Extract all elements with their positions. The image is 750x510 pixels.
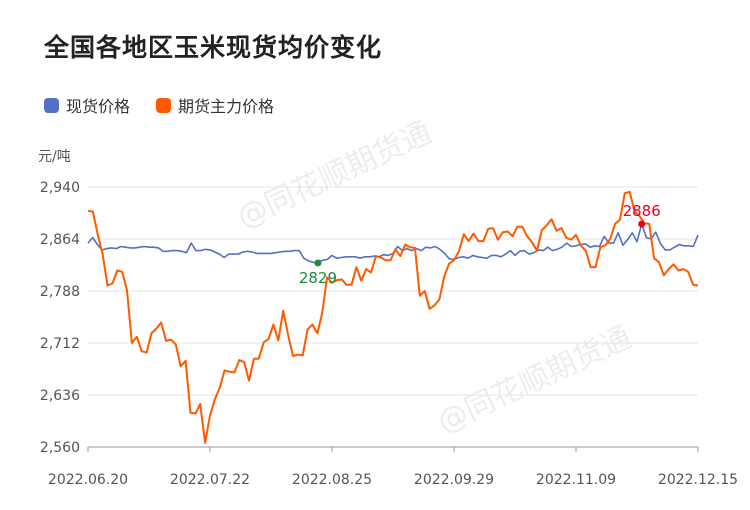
- y-tick-label: 2,712: [40, 336, 80, 352]
- x-tick-label: 2022.08.25: [292, 472, 372, 488]
- y-tick-label: 2,940: [40, 180, 80, 196]
- low-point-label: 2829: [299, 269, 337, 287]
- y-axis-unit: 元/吨: [38, 149, 71, 165]
- series-line-futures: [87, 190, 699, 444]
- chart-title: 全国各地区玉米现货均价变化: [44, 33, 383, 62]
- high-point-marker: [638, 220, 646, 228]
- y-tick-label: 2,864: [40, 232, 80, 248]
- legend: 现货价格 期货主力价格: [44, 93, 300, 117]
- x-tick-label: 2022.09.29: [414, 472, 494, 488]
- legend-label-spot: 现货价格: [66, 97, 131, 116]
- legend-item-spot[interactable]: 现货价格: [44, 93, 130, 117]
- y-tick-label: 2,788: [40, 284, 80, 300]
- legend-swatch-spot: [44, 97, 59, 113]
- y-tick-label: 2,636: [40, 388, 80, 404]
- x-tick-label: 2022.07.22: [170, 472, 250, 488]
- x-tick-label: 2022.11.09: [536, 472, 616, 488]
- legend-label-futures: 期货主力价格: [178, 97, 275, 116]
- low-point-marker: [314, 259, 322, 267]
- y-tick-label: 2,560: [40, 440, 80, 456]
- legend-item-futures[interactable]: 期货主力价格: [156, 93, 274, 117]
- high-point-label: 2886: [623, 202, 661, 220]
- legend-swatch-futures: [156, 97, 172, 113]
- x-tick-label: 2022.06.20: [48, 472, 128, 488]
- x-tick-label: 2022.12.15: [658, 472, 738, 488]
